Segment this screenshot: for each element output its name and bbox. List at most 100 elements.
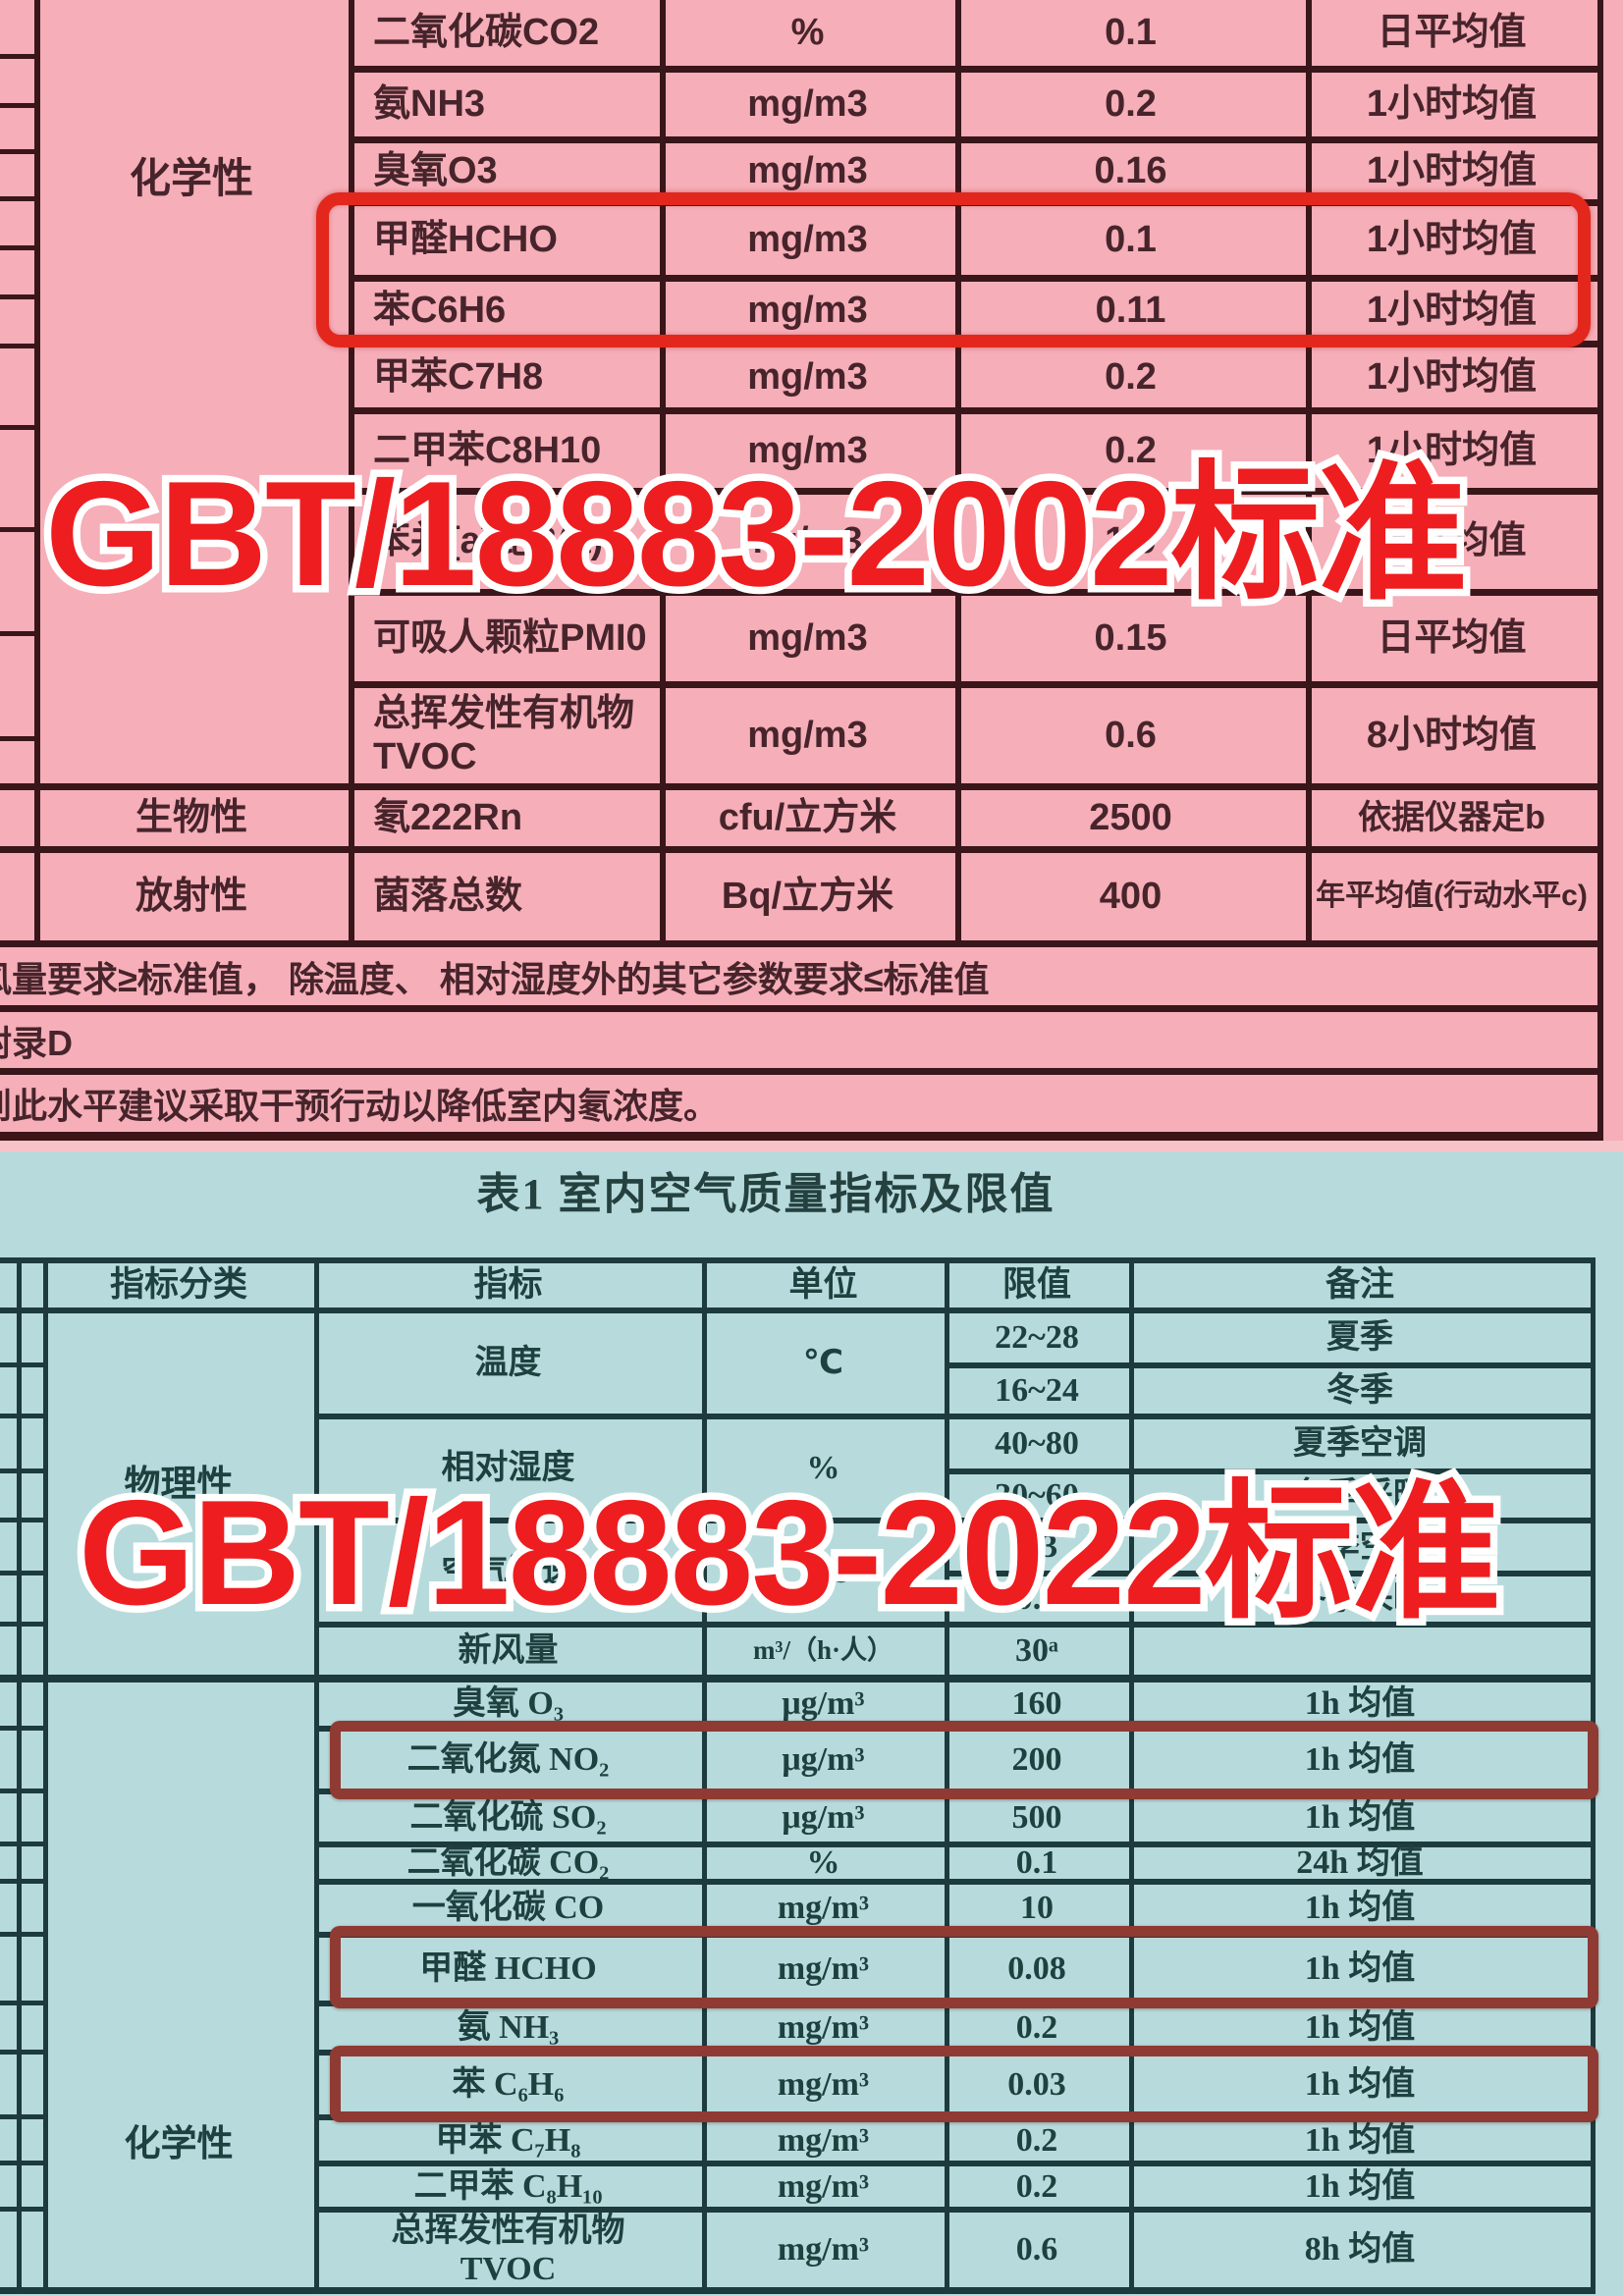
cell-limit: 200 (1011, 1741, 1062, 1779)
table-grid-hline (0, 54, 34, 59)
cell-limit: 0.2 (1015, 2121, 1058, 2159)
table-grid-hline (349, 681, 1603, 688)
cell-unit: m³/（h·人） (752, 1635, 894, 1666)
footnote-1: 风量要求≥标准值， 除温度、 相对湿度外的其它参数要求≤标准值 (0, 958, 990, 999)
table-grid-hline (0, 1005, 1603, 1012)
cell-unit: Bq/立方米 (721, 875, 894, 917)
table-grid-vline (1597, 0, 1603, 1141)
cell-indicator: 臭氧 O₃ (452, 1685, 565, 1723)
cell-unit: mg/m3 (747, 355, 868, 398)
table-grid-hline (0, 1362, 43, 1367)
table-grid-hline (0, 2207, 43, 2212)
table-grid-hline (0, 1068, 1603, 1075)
watermark-2022-text: GBT/18883-2022标准 (79, 1469, 1501, 1636)
cell-indicator: 菌落总数 (373, 875, 523, 917)
cell-remark: 依据仪器定b (1358, 798, 1545, 836)
cell-remark: 1h 均值 (1304, 2167, 1416, 2205)
table-grid-hline (0, 783, 1603, 790)
cell-indicator: 二氧化碳CO2 (373, 11, 600, 53)
table-grid-vline (43, 1257, 48, 2293)
header-remark: 备注 (1325, 1265, 1394, 1305)
cell-remark: 夏季空调 (1293, 1528, 1427, 1566)
cell-indicator: 二甲苯 C₈H₁₀ (413, 2167, 603, 2205)
table-grid-hline (349, 488, 1603, 495)
section-divider-strip (0, 1141, 1623, 1151)
cell-unit: mg/m3 (747, 290, 868, 332)
cell-limit: 30~60 (995, 1477, 1079, 1515)
cell-limit: 0.03 (1007, 2066, 1066, 2104)
cell-unit: m/s (798, 1554, 848, 1591)
cell-limit: 0.1 (1015, 1844, 1058, 1882)
watermark-2022-outline: GBT/18883-2022标准 (72, 1469, 1509, 1636)
cell-indicator: 总挥发性有机物 TVOC (373, 692, 635, 777)
table-grid-hline (0, 1932, 43, 1937)
cell-remark: 1h 均值 (1304, 2066, 1416, 2104)
table-grid-vline (349, 0, 354, 944)
table-grid-hline (945, 1362, 1596, 1368)
cell-unit: mg/m³ (777, 2066, 870, 2104)
cell-unit: mg/m³ (777, 2167, 870, 2205)
cell-indicator: 空气流速 (441, 1554, 575, 1591)
table-grid-vline (17, 1257, 22, 2293)
table-grid-vline (945, 1257, 949, 2293)
cell-standard-value: 400 (1099, 875, 1163, 917)
cell-remark: 1小时均值 (1366, 355, 1538, 398)
cell-unit: mg/m3 (747, 714, 868, 756)
footnote-2: 附录D (0, 1022, 73, 1063)
cell-standard-value: 1.0 (1105, 520, 1157, 562)
table-grid-hline (0, 1726, 43, 1731)
cell-limit: 40~80 (995, 1425, 1079, 1463)
cell-remark: 1h 均值 (1304, 1799, 1416, 1837)
cell-limit: 30ᵃ (1015, 1632, 1058, 1670)
cell-unit: μg/m³ (782, 1741, 865, 1779)
cell-remark: 8h 均值 (1304, 2231, 1416, 2269)
cell-limit: 160 (1011, 1685, 1062, 1723)
cell-indicator: 臭氧O3 (373, 149, 498, 191)
table-grid-vline (1129, 1257, 1134, 2293)
cell-category: 放射性 (135, 875, 247, 917)
table-grid-hline (349, 275, 1603, 282)
cell-indicator: 甲苯C7H8 (373, 355, 544, 398)
cell-standard-value: 0.6 (1105, 714, 1157, 756)
cell-remark: 1h 均值 (1304, 1890, 1416, 1927)
cell-limit: 500 (1011, 1799, 1062, 1837)
cell-indicator: 新风量 (458, 1632, 559, 1670)
table-grid-hline (0, 2161, 43, 2165)
cell-indicator: 可吸人颗粒PMI0 (373, 616, 647, 659)
cell-standard-value: 2500 (1089, 796, 1172, 838)
table-grid-hline (349, 66, 1603, 73)
cell-limit: 0.2 (1015, 2167, 1058, 2205)
cell-limit: 0.08 (1007, 1950, 1066, 1988)
highlight-box-hcho-benzene-2002 (316, 192, 1591, 347)
table-grid-hline (314, 1842, 1596, 1847)
table-grid-hline (945, 1571, 1596, 1576)
cell-indicator: 二氧化氮 NO₂ (406, 1741, 610, 1779)
cell-unit: mg/m3 (747, 82, 868, 125)
cell-indicator: 氨 NH₃ (457, 2009, 560, 2047)
table-grid-hline (0, 196, 34, 201)
table-grid-hline (0, 940, 1603, 947)
cell-remark: 8小时均值 (1366, 714, 1538, 756)
cell-limit: 0.2 (1015, 1580, 1058, 1618)
header-category: 指标分类 (109, 1265, 247, 1305)
cell-remark: 24h 均值 (1296, 1844, 1424, 1882)
table-grid-hline (0, 1675, 1596, 1682)
table-grid-hline (0, 1571, 43, 1575)
cell-remark: 1小时均值 (1366, 219, 1538, 261)
cell-category: 生物性 (135, 796, 247, 838)
table-grid-hline (349, 136, 1603, 143)
table-grid-hline (0, 2050, 43, 2055)
cell-remark: 夏季空调 (1293, 1425, 1427, 1463)
footnote-3: 到此水平建议采取干预行动以降低室内氡浓度。 (0, 1086, 720, 1126)
cell-remark: 1小时均值 (1366, 82, 1538, 125)
table-grid-hline (0, 1842, 43, 1846)
cell-unit: mg/m³ (777, 1890, 870, 1927)
cell-indicator: 二甲苯C8H10 (373, 429, 602, 471)
table-grid-hline (0, 1789, 43, 1793)
watermark-2002-outline: GBT/18883-2002标准 (38, 451, 1476, 617)
table-grid-hline (0, 149, 34, 154)
highlight-box-no2-2022 (330, 1721, 1598, 1799)
table-grid-vline (955, 0, 961, 944)
cell-unit: % (806, 1844, 840, 1882)
cell-unit: mg/m³ (777, 2121, 870, 2159)
